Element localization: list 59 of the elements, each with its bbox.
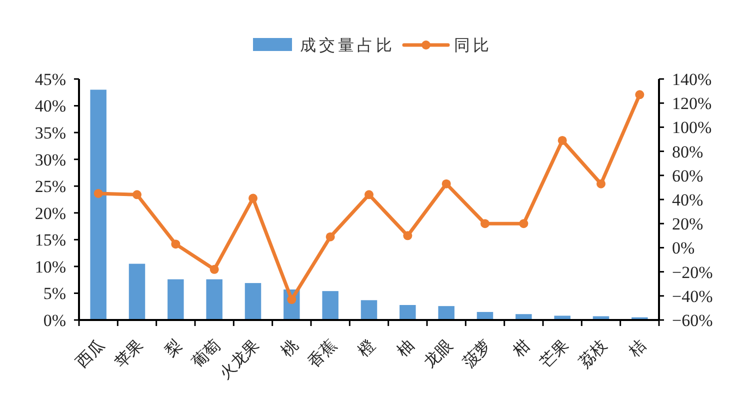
point [210, 264, 219, 274]
point [442, 179, 451, 188]
y-tick-label: 35% [34, 124, 66, 143]
y-tick-label: 15% [34, 230, 66, 250]
x-tick-label: 龙眼 [420, 336, 456, 372]
bar [322, 291, 338, 320]
legend-label: 同比 [454, 36, 492, 55]
bar [400, 305, 416, 320]
x-tick-label: 桔 [624, 336, 650, 361]
point [132, 190, 142, 200]
bar [128, 264, 146, 320]
y-tick-label: 0% [43, 310, 66, 330]
y-tick-label: 45% [34, 70, 66, 89]
y2-tick-label: 100% [672, 118, 712, 138]
bar [360, 300, 378, 320]
y2-tick-label: 60% [672, 166, 704, 186]
y2-tick-label: 120% [672, 94, 712, 114]
point [635, 90, 644, 100]
y-tick-label: 30% [34, 150, 66, 170]
point [248, 194, 258, 203]
y2-tick-label: 80% [672, 142, 704, 162]
x-tick-label: 橙 [354, 336, 379, 360]
point [558, 136, 567, 145]
x-tick-label: 苹果 [111, 336, 147, 372]
y2-tick-label: −60% [672, 310, 713, 330]
legend-label: 成交量占比 [300, 36, 395, 55]
point [403, 231, 412, 240]
y-tick-label: 20% [34, 204, 66, 223]
x-tick-label: 香蕉 [304, 336, 340, 372]
point [364, 190, 374, 200]
point [326, 232, 335, 242]
x-tick-label: 芒果 [536, 336, 572, 372]
bar [168, 279, 184, 320]
y2-tick-label: 40% [672, 190, 704, 210]
point [94, 188, 103, 198]
y-tick-label: 25% [34, 177, 66, 196]
bar [244, 283, 262, 320]
point [519, 219, 528, 228]
x-tick-label: 梨 [161, 336, 186, 360]
point [480, 219, 490, 228]
point [171, 240, 180, 249]
x-tick-label: 柚 [393, 336, 418, 360]
y2-tick-label: −40% [672, 286, 713, 306]
x-tick-label: 菠萝 [459, 336, 495, 372]
y2-tick-label: 0% [672, 238, 695, 258]
x-tick-label: 西瓜 [72, 336, 108, 372]
bar [90, 90, 106, 320]
x-tick-label: 柑 [509, 336, 534, 361]
point [596, 179, 606, 188]
bar [438, 306, 454, 320]
x-tick-label: 桃 [277, 336, 302, 360]
y-tick-label: 10% [34, 257, 66, 276]
y2-tick-label: −20% [672, 262, 713, 282]
y-tick-label: 40% [34, 96, 66, 116]
y-tick-label: 5% [43, 284, 66, 304]
bar [206, 279, 222, 320]
y2-tick-label: 20% [672, 214, 704, 234]
x-tick-label: 荔枝 [575, 336, 611, 372]
y2-tick-label: 140% [672, 70, 712, 89]
